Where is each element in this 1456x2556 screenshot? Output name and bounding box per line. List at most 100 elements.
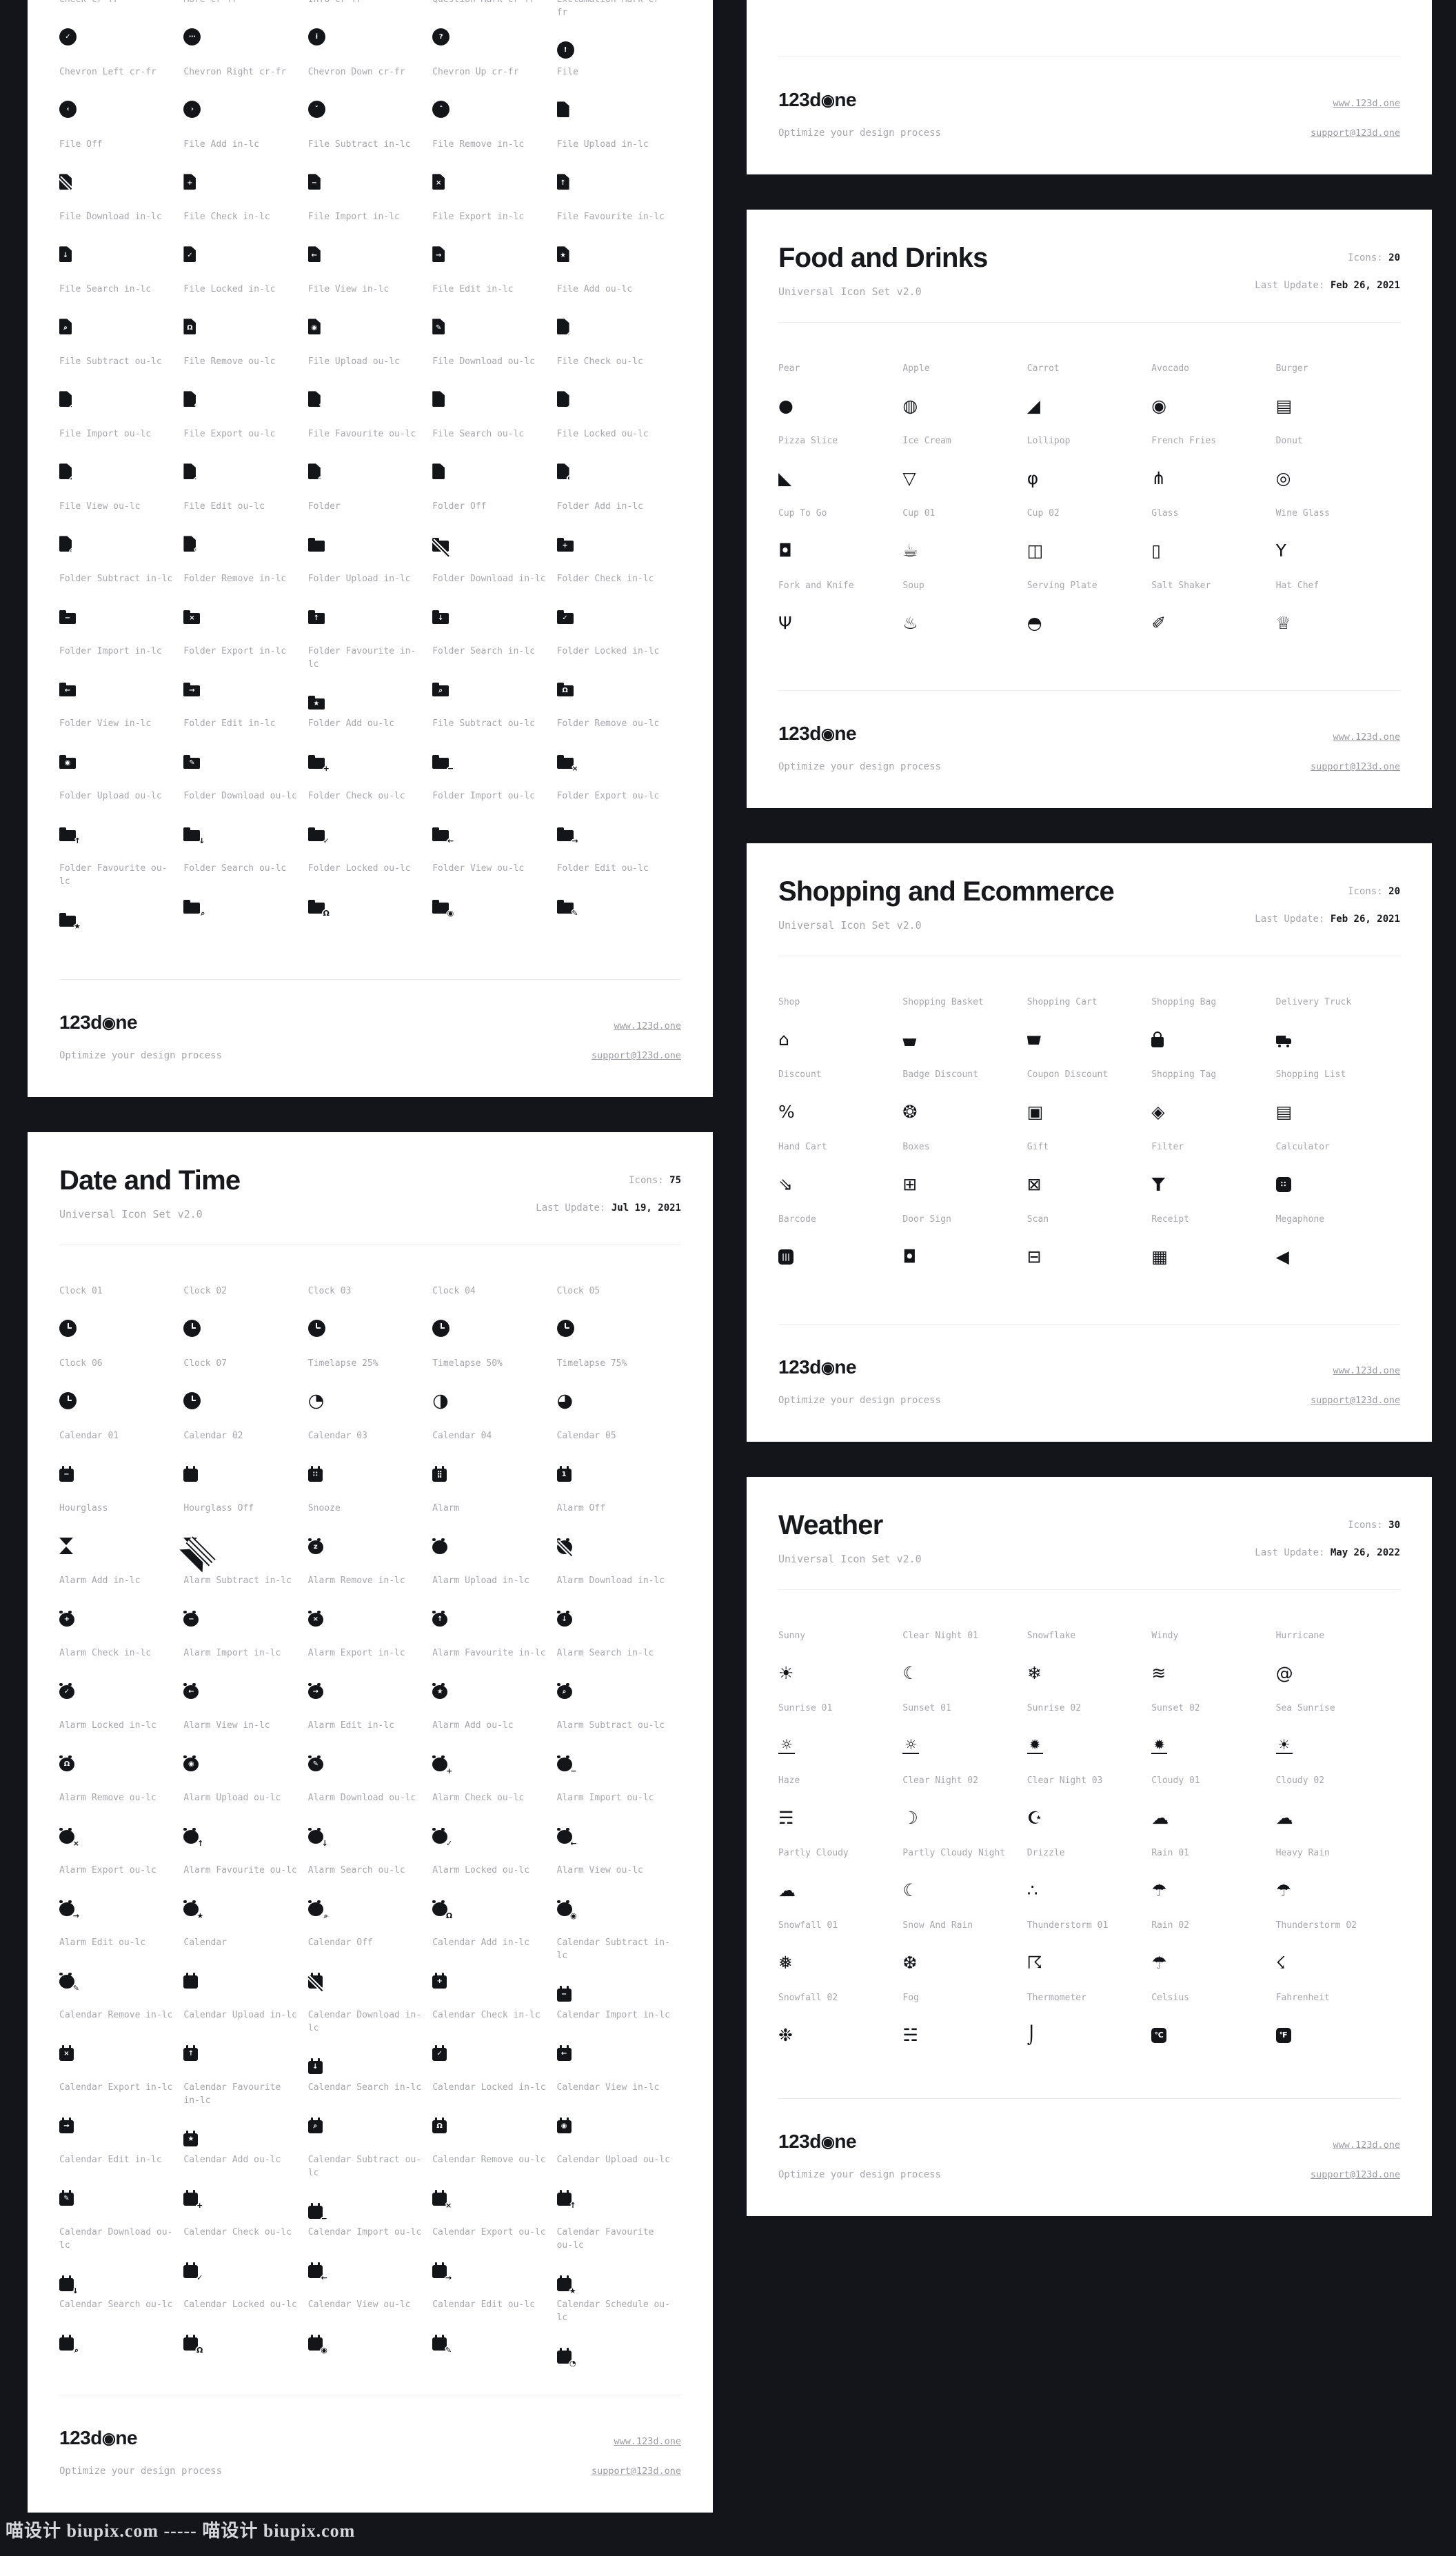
heavy-rain-icon[interactable]: ☂ <box>1275 1880 1292 1901</box>
badge-discount-icon[interactable]: ❂ <box>902 1102 918 1123</box>
snow-and-rain-icon[interactable]: ❆ <box>902 1953 918 1973</box>
calendar-schedule-ou-lc-icon[interactable]: ◔ <box>556 2347 576 2367</box>
lollipop-icon[interactable]: φ <box>1027 468 1039 489</box>
barcode-icon[interactable]: ||| <box>778 1249 793 1265</box>
folder-import-in-lc-icon[interactable]: ← <box>59 683 76 697</box>
glass-icon[interactable]: ▯ <box>1151 541 1161 561</box>
wine-glass-icon[interactable]: Y <box>1275 541 1286 561</box>
email-link[interactable]: support@123d.one <box>1310 128 1400 139</box>
alarm-favourite-in-lc-icon[interactable]: ★ <box>432 1682 448 1699</box>
sunset-01-icon[interactable]: ☼ <box>902 1738 920 1754</box>
file-import-in-lc-icon[interactable]: ← <box>307 246 321 263</box>
clock-05-icon[interactable] <box>556 1320 574 1338</box>
calendar-download-ou-lc-icon[interactable]: ↓ <box>59 2275 79 2295</box>
burger-icon[interactable]: ▤ <box>1275 396 1293 416</box>
email-link[interactable]: support@123d.one <box>1310 1395 1400 1406</box>
partly-cloudy-icon[interactable]: ☁ <box>778 1880 796 1901</box>
file-upload-ou-lc-icon[interactable]: ↑ <box>307 391 321 407</box>
shopping-bag-icon[interactable] <box>1151 1032 1164 1048</box>
rain-02-icon[interactable]: ☂ <box>1151 1953 1167 1973</box>
info-cr-fr-icon[interactable]: i <box>307 28 325 46</box>
file-edit-in-lc-icon[interactable]: ✎ <box>432 319 445 335</box>
cloudy-01-icon[interactable]: ☁ <box>1151 1808 1169 1829</box>
file-subtract-ou-lc-icon[interactable]: − <box>432 755 454 772</box>
sea-sunrise-icon[interactable]: ☀ <box>1275 1738 1293 1754</box>
receipt-icon[interactable]: ▦ <box>1151 1247 1168 1267</box>
site-link[interactable]: www.123d.one <box>1333 98 1400 109</box>
hand-cart-icon[interactable]: ⇘ <box>778 1174 793 1195</box>
folder-off-icon[interactable] <box>432 538 449 552</box>
haze-icon[interactable]: ☴ <box>778 1808 794 1829</box>
pizza-slice-icon[interactable]: ◣ <box>778 468 792 489</box>
more-cr-fr-icon[interactable]: ⋯ <box>183 28 201 46</box>
folder-locked-in-lc-icon[interactable]: Ω <box>556 683 574 697</box>
gift-icon[interactable]: ⊠ <box>1027 1174 1042 1195</box>
apple-icon[interactable]: ◍ <box>902 396 918 416</box>
calendar-add-in-lc-icon[interactable]: + <box>432 1972 447 1989</box>
file-view-in-lc-icon[interactable]: ◉ <box>307 319 321 335</box>
file-off-icon[interactable] <box>59 174 72 190</box>
chevron-down-cr-fr-icon[interactable]: ˇ <box>307 101 325 119</box>
file-export-in-lc-icon[interactable]: → <box>432 246 445 263</box>
file-subtract-ou-lc-icon[interactable]: − <box>59 391 72 407</box>
snowflake-icon[interactable]: ❄ <box>1027 1663 1042 1684</box>
thermometer-icon[interactable]: ⌡ <box>1027 2025 1036 2046</box>
calculator-icon[interactable]: ∷ <box>1275 1176 1291 1192</box>
calendar-download-in-lc-icon[interactable]: ↓ <box>307 2057 323 2074</box>
folder-add-in-lc-icon[interactable]: + <box>556 538 574 552</box>
salt-shaker-icon[interactable]: ✐ <box>1151 613 1166 634</box>
file-download-in-lc-icon[interactable]: ↓ <box>59 246 72 263</box>
exclamation-mark-cr-fr-icon[interactable]: ! <box>556 41 574 59</box>
file-upload-in-lc-icon[interactable]: ↑ <box>556 174 569 190</box>
hat-chef-icon[interactable]: ♕ <box>1275 613 1292 634</box>
thunderstorm-02-icon[interactable]: ☇ <box>1275 1953 1286 1973</box>
timelapse-75-icon[interactable]: ◕ <box>556 1390 574 1412</box>
site-link[interactable]: www.123d.one <box>614 1020 681 1032</box>
door-sign-icon[interactable]: ◘ <box>902 1247 917 1267</box>
site-link[interactable]: www.123d.one <box>614 2436 681 2447</box>
timelapse-50-icon[interactable]: ◑ <box>432 1390 449 1412</box>
folder-export-ou-lc-icon[interactable]: → <box>556 827 578 845</box>
shopping-list-icon[interactable]: ▤ <box>1275 1102 1293 1123</box>
folder-download-in-lc-icon[interactable]: ↓ <box>432 610 449 625</box>
chevron-left-cr-fr-icon[interactable]: ‹ <box>59 101 77 119</box>
clock-02-icon[interactable] <box>183 1320 201 1338</box>
folder-check-ou-lc-icon[interactable]: ✓ <box>307 827 330 845</box>
alarm-remove-ou-lc-icon[interactable]: × <box>59 1827 79 1847</box>
calendar-search-in-lc-icon[interactable]: ⌕ <box>307 2117 323 2133</box>
hourglass-off-icon[interactable] <box>183 1537 198 1554</box>
cup-02-icon[interactable]: ◫ <box>1027 541 1044 561</box>
folder-import-ou-lc-icon[interactable]: ← <box>432 827 454 845</box>
folder-favourite-ou-lc-icon[interactable]: ★ <box>59 913 81 930</box>
file-remove-in-lc-icon[interactable]: × <box>432 174 445 190</box>
alarm-icon[interactable] <box>432 1538 448 1554</box>
windy-icon[interactable]: ≋ <box>1151 1663 1166 1684</box>
site-link[interactable]: www.123d.one <box>1333 732 1400 743</box>
file-check-ou-lc-icon[interactable]: ✓ <box>556 391 569 407</box>
sunset-02-icon[interactable]: ✹ <box>1151 1738 1167 1754</box>
email-link[interactable]: support@123d.one <box>591 1050 681 1061</box>
alarm-download-in-lc-icon[interactable]: ↓ <box>556 1610 572 1627</box>
folder-view-ou-lc-icon[interactable]: ◉ <box>432 900 454 917</box>
file-import-ou-lc-icon[interactable]: ← <box>59 463 72 480</box>
snowfall-01-icon[interactable]: ❅ <box>778 1953 793 1973</box>
chevron-right-cr-fr-icon[interactable]: › <box>183 101 201 119</box>
alarm-subtract-in-lc-icon[interactable]: − <box>183 1610 199 1627</box>
file-locked-in-lc-icon[interactable]: Ω <box>183 319 196 335</box>
calendar-remove-in-lc-icon[interactable]: × <box>59 2044 74 2061</box>
alarm-upload-in-lc-icon[interactable]: ↑ <box>432 1610 448 1627</box>
fork-and-knife-icon[interactable]: Ψ <box>778 613 792 634</box>
clock-03-icon[interactable] <box>307 1320 325 1338</box>
site-link[interactable]: www.123d.one <box>1333 1365 1400 1376</box>
clock-01-icon[interactable] <box>59 1320 77 1338</box>
calendar-off-icon[interactable] <box>307 1972 323 1989</box>
folder-search-in-lc-icon[interactable]: ⌕ <box>432 683 449 697</box>
calendar-edit-in-lc-icon[interactable]: ✎ <box>59 2189 74 2206</box>
clock-04-icon[interactable] <box>432 1320 450 1338</box>
file-icon[interactable] <box>556 101 569 118</box>
snooze-icon[interactable]: z <box>307 1538 323 1554</box>
file-add-ou-lc-icon[interactable]: + <box>556 319 569 335</box>
folder-view-in-lc-icon[interactable]: ◉ <box>59 755 76 769</box>
fog-icon[interactable]: ☵ <box>902 2025 918 2046</box>
calendar-icon[interactable] <box>183 1972 199 1989</box>
